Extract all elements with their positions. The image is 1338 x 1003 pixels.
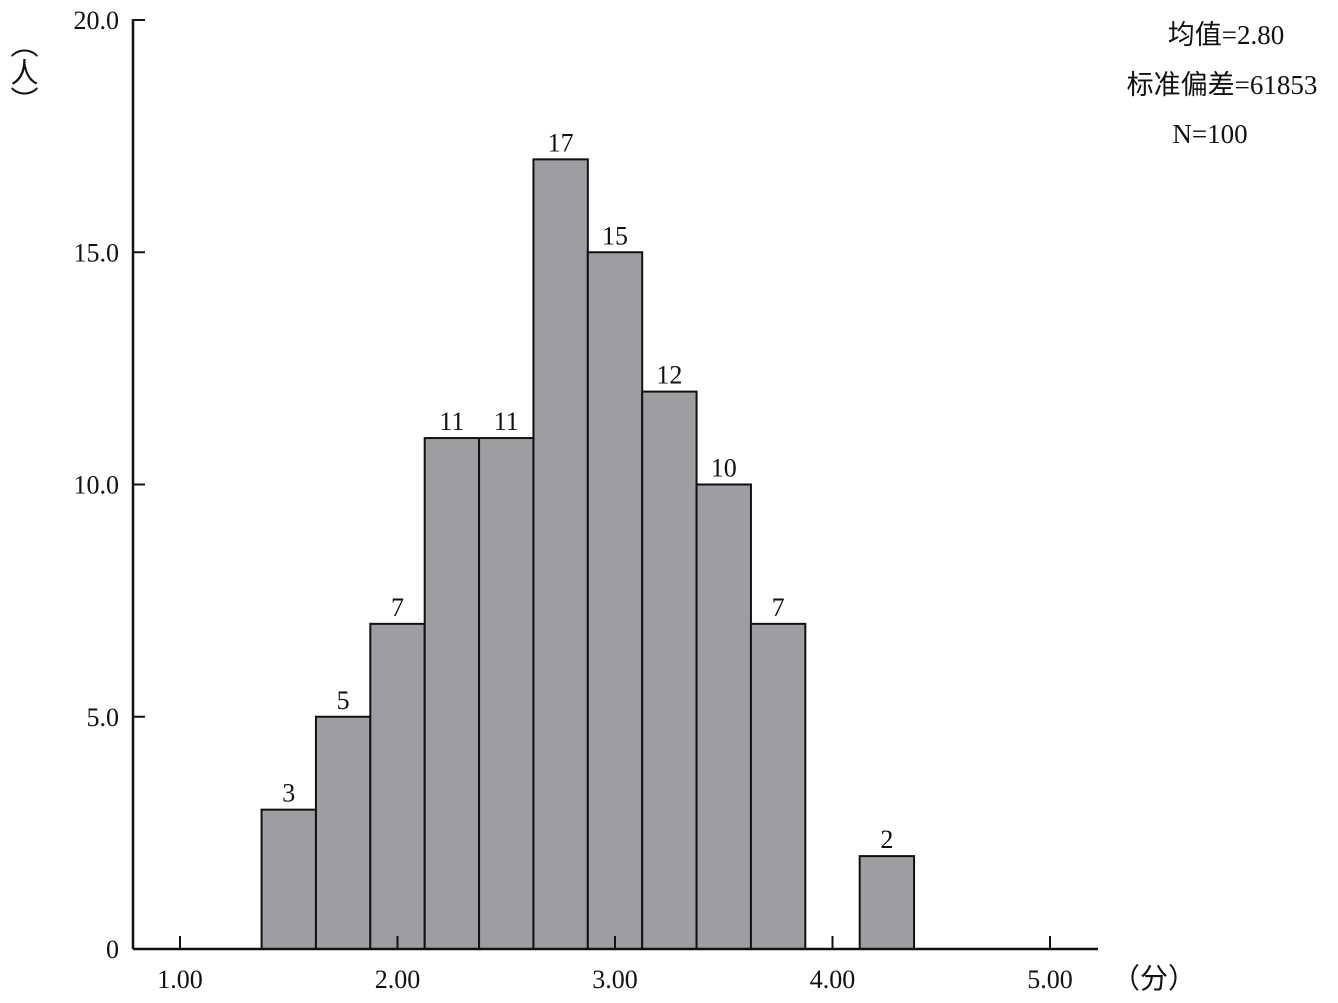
y-axis-unit-label: （人） <box>7 30 39 114</box>
bar-value-label: 2 <box>880 825 893 854</box>
bars-group <box>260 158 916 951</box>
y-tick-label: 10.0 <box>74 471 120 500</box>
x-tick-label: 2.00 <box>375 965 421 994</box>
bar-value-label: 17 <box>548 128 574 157</box>
bar-value-label: 5 <box>337 686 350 715</box>
x-ticks-group: 1.00 2.00 3.00 4.00 5.00 <box>157 936 1073 994</box>
y-ticks-group: 0 5.0 10.0 15.0 20.0 <box>74 6 145 964</box>
x-tick-label: 5.00 <box>1027 965 1073 994</box>
bar-value-label: 11 <box>439 407 464 436</box>
bar-value-label: 7 <box>391 593 404 622</box>
histogram-bar <box>260 808 317 951</box>
x-axis-unit-label: （分） <box>1112 963 1196 995</box>
x-tick-label: 3.00 <box>592 965 638 994</box>
stat-mean: 均值=2.80 <box>1168 20 1284 50</box>
histogram-bar <box>314 715 372 950</box>
bar-value-label: 10 <box>711 454 737 483</box>
histogram-bar <box>586 251 644 950</box>
histogram-bar <box>369 622 426 950</box>
bar-value-label: 12 <box>656 361 682 390</box>
histogram-bar <box>695 483 752 950</box>
bar-value-label: 7 <box>772 593 785 622</box>
y-tick-label: 5.0 <box>87 703 120 732</box>
histogram-bar <box>858 855 916 950</box>
stat-std: 标准偏差=61853 <box>1127 70 1318 100</box>
y-tick-label: 20.0 <box>74 6 120 35</box>
bar-value-label: 3 <box>282 779 295 808</box>
y-tick-label: 15.0 <box>74 238 120 267</box>
histogram-bar <box>478 437 535 950</box>
stat-n: N=100 <box>1172 119 1247 149</box>
x-tick-label: 1.00 <box>157 965 203 994</box>
bar-value-label: 15 <box>602 221 628 250</box>
statistics-box: 均值=2.80 标准偏差=61853 N=100 <box>1127 20 1318 149</box>
y-tick-label: 0 <box>106 935 119 964</box>
x-tick-label: 4.00 <box>810 965 856 994</box>
histogram-bar <box>532 158 589 951</box>
histogram-bar <box>423 437 481 950</box>
histogram-bar <box>749 622 807 950</box>
histogram-bar <box>641 390 698 951</box>
bar-value-label: 11 <box>494 407 519 436</box>
data-labels-group: 3 5 7 11 11 17 15 12 10 7 2 <box>282 128 893 854</box>
